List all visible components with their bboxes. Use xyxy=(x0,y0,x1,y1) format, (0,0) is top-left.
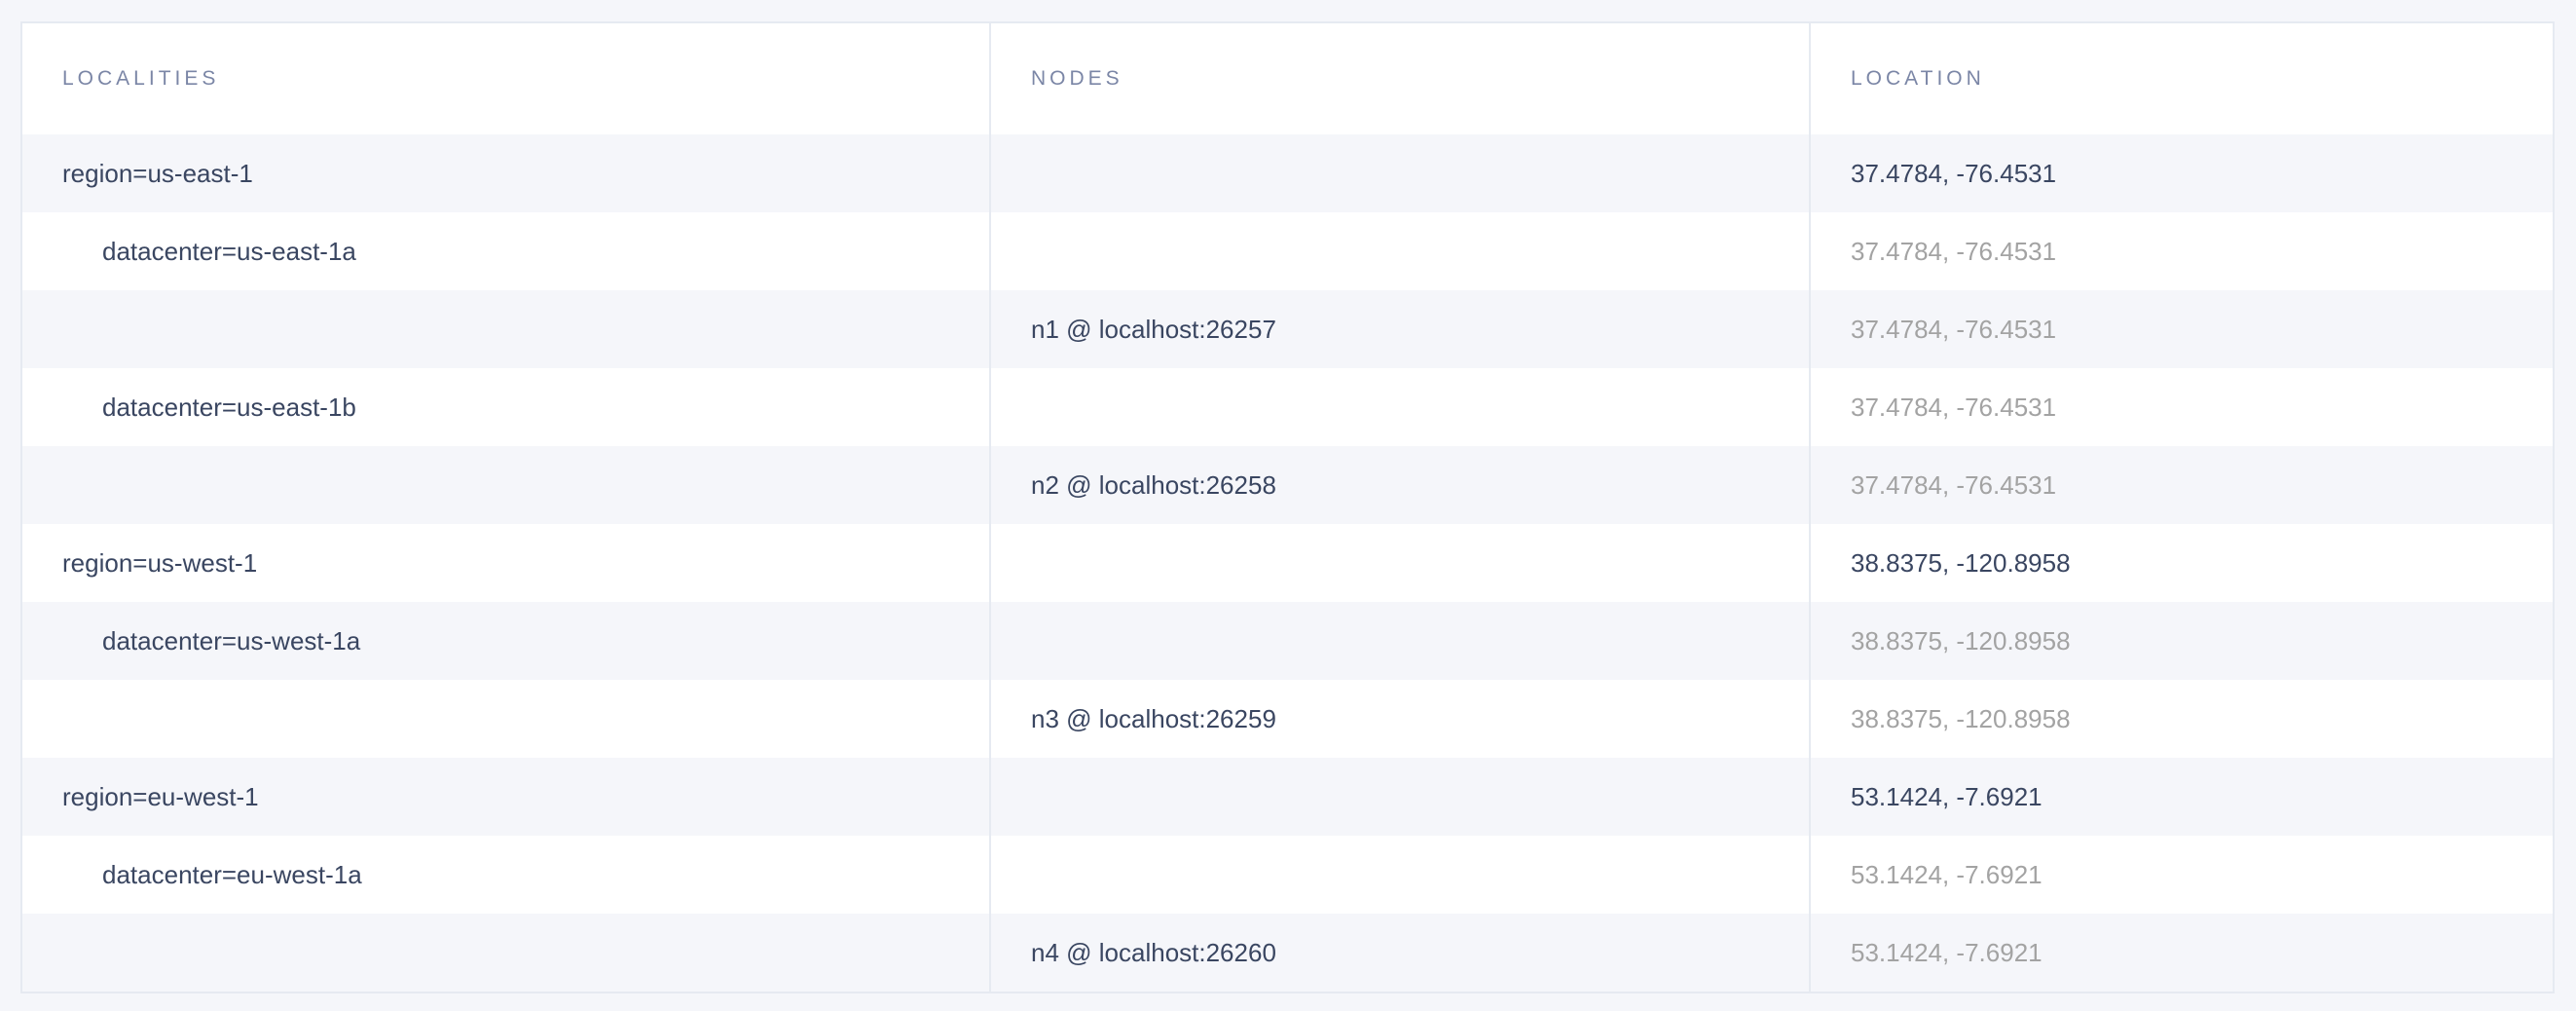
table-row: n4 @ localhost:26260 53.1424, -7.6921 xyxy=(22,914,2553,992)
table-row: datacenter=eu-west-1a 53.1424, -7.6921 xyxy=(22,836,2553,914)
locality-cell xyxy=(22,680,991,758)
location-cell: 53.1424, -7.6921 xyxy=(1851,937,2042,967)
header-nodes[interactable]: NODES xyxy=(991,23,1811,134)
locality-cell: region=us-east-1 xyxy=(22,134,991,212)
node-cell[interactable]: n1 @ localhost:26257 xyxy=(991,290,1811,368)
location-cell: 37.4784, -76.4531 xyxy=(1851,158,2057,188)
location-cell: 37.4784, -76.4531 xyxy=(1851,469,2057,500)
table-row: n3 @ localhost:26259 38.8375, -120.8958 xyxy=(22,680,2553,758)
location-cell: 53.1424, -7.6921 xyxy=(1851,781,2042,811)
node-cell[interactable]: n2 @ localhost:26258 xyxy=(991,446,1811,524)
node-cell xyxy=(991,524,1811,602)
table-body: region=us-east-1 37.4784, -76.4531 datacen… xyxy=(22,134,2553,992)
locality-cell: region=eu-west-1 xyxy=(22,758,991,836)
table-row: region=us-east-1 37.4784, -76.4531 xyxy=(22,134,2553,212)
table-row: datacenter=us-east-1b 37.4784, -76.4531 xyxy=(22,368,2553,446)
location-cell: 38.8375, -120.8958 xyxy=(1851,625,2071,655)
table-row: n2 @ localhost:26258 37.4784, -76.4531 xyxy=(22,446,2553,524)
locality-cell: region=us-west-1 xyxy=(22,524,991,602)
node-cell xyxy=(991,836,1811,914)
locality-cell xyxy=(22,914,991,992)
node-cell xyxy=(991,368,1811,446)
locality-cell: datacenter=eu-west-1a xyxy=(22,836,991,914)
node-cell xyxy=(991,758,1811,836)
locality-cell: datacenter=us-west-1a xyxy=(22,602,991,680)
location-cell: 37.4784, -76.4531 xyxy=(1851,314,2057,344)
locality-cell xyxy=(22,290,991,368)
location-cell: 37.4784, -76.4531 xyxy=(1851,236,2057,266)
location-cell: 37.4784, -76.4531 xyxy=(1851,392,2057,422)
location-cell: 53.1424, -7.6921 xyxy=(1851,859,2042,889)
node-cell[interactable]: n3 @ localhost:26259 xyxy=(991,680,1811,758)
table-row: datacenter=us-west-1a 38.8375, -120.8958 xyxy=(22,602,2553,680)
node-cell xyxy=(991,134,1811,212)
location-cell: 38.8375, -120.8958 xyxy=(1851,547,2071,578)
header-localities[interactable]: LOCALITIES xyxy=(22,23,991,134)
node-cell xyxy=(991,602,1811,680)
table-row: region=eu-west-1 53.1424, -7.6921 xyxy=(22,758,2553,836)
node-cell[interactable]: n4 @ localhost:26260 xyxy=(991,914,1811,992)
locality-cell xyxy=(22,446,991,524)
table-row: n1 @ localhost:26257 37.4784, -76.4531 xyxy=(22,290,2553,368)
table-header: LOCALITIES NODES LOCATION xyxy=(22,23,2553,134)
locality-cell: datacenter=us-east-1a xyxy=(22,212,991,290)
localities-table: LOCALITIES NODES LOCATION region=us-east… xyxy=(20,21,2555,993)
locality-cell: datacenter=us-east-1b xyxy=(22,368,991,446)
table-row: region=us-west-1 38.8375, -120.8958 xyxy=(22,524,2553,602)
node-cell xyxy=(991,212,1811,290)
table-row: datacenter=us-east-1a 37.4784, -76.4531 xyxy=(22,212,2553,290)
location-cell: 38.8375, -120.8958 xyxy=(1851,703,2071,733)
header-location[interactable]: LOCATION xyxy=(1851,67,1985,90)
